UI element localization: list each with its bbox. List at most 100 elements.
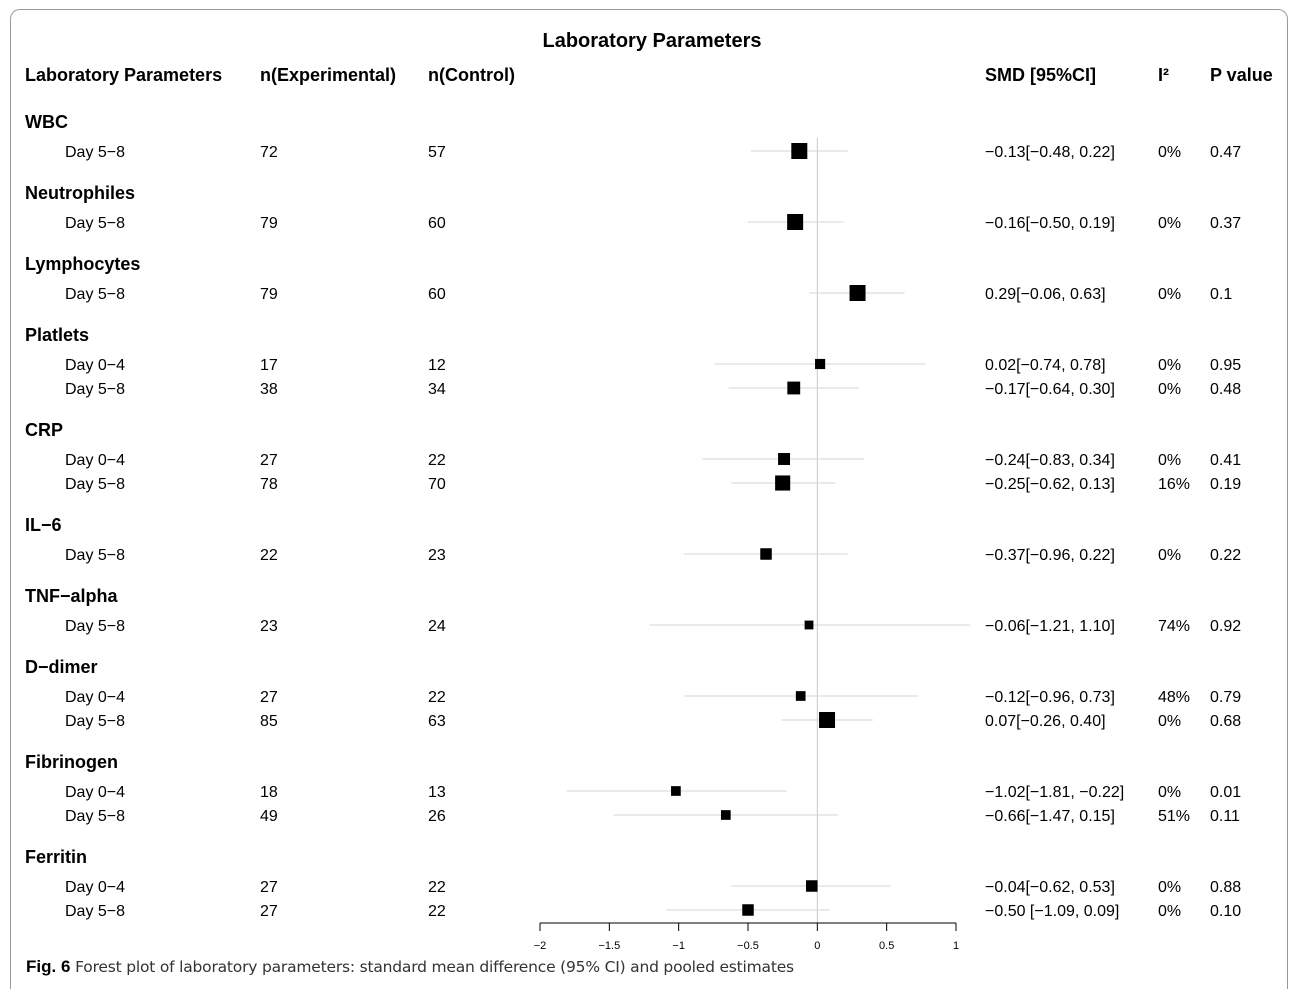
- p-value: 0.19: [1210, 476, 1241, 493]
- row-label: Day 0−4: [65, 689, 125, 706]
- p-value: 0.68: [1210, 713, 1241, 730]
- effect-box: [787, 214, 804, 230]
- row-label: Day 5−8: [65, 286, 125, 303]
- smd-ci-text: −0.12[−0.96, 0.73]: [985, 689, 1115, 706]
- i2-value: 0%: [1158, 784, 1181, 801]
- p-value: 0.47: [1210, 144, 1241, 161]
- n-experimental: 22: [260, 547, 278, 564]
- row-label: Day 5−8: [65, 903, 125, 920]
- group-label: Lymphocytes: [25, 254, 140, 274]
- n-control: 70: [428, 476, 446, 493]
- n-control: 63: [428, 713, 446, 730]
- effect-box: [804, 620, 814, 630]
- chart-title: Laboratory Parameters: [543, 30, 762, 52]
- smd-ci-text: −1.02[−1.81, −0.22]: [985, 784, 1124, 801]
- row-label: Day 5−8: [65, 547, 125, 564]
- row-label: Day 5−8: [65, 476, 125, 493]
- n-control: 57: [428, 144, 446, 161]
- group-label: IL−6: [25, 515, 62, 535]
- smd-ci-text: −0.37[−0.96, 0.22]: [985, 547, 1115, 564]
- group-label: D−dimer: [25, 657, 98, 677]
- n-experimental: 72: [260, 144, 278, 161]
- p-value: 0.10: [1210, 903, 1241, 920]
- n-control: 22: [428, 689, 446, 706]
- smd-ci-text: −0.06[−1.21, 1.10]: [985, 618, 1115, 635]
- effect-box: [815, 358, 826, 370]
- effect-box: [791, 143, 808, 159]
- column-header: Laboratory Parameters: [25, 65, 222, 85]
- smd-ci-text: −0.17[−0.64, 0.30]: [985, 381, 1115, 398]
- row-label: Day 0−4: [65, 879, 125, 896]
- row-label: Day 5−8: [65, 808, 125, 825]
- effect-box: [775, 475, 791, 491]
- x-tick-label: 0: [814, 940, 820, 950]
- n-control: 26: [428, 808, 446, 825]
- column-header: SMD [95%CI]: [985, 65, 1096, 85]
- n-experimental: 49: [260, 808, 278, 825]
- n-control: 23: [428, 547, 446, 564]
- smd-ci-text: 0.02[−0.74, 0.78]: [985, 357, 1106, 374]
- effect-box: [819, 712, 836, 728]
- row-label: Day 0−4: [65, 357, 125, 374]
- caption-text: Forest plot of laboratory parameters: st…: [75, 958, 794, 976]
- row-label: Day 0−4: [65, 452, 125, 469]
- group-label: Fibrinogen: [25, 752, 118, 772]
- n-control: 22: [428, 452, 446, 469]
- x-tick-label: 0.5: [879, 940, 894, 950]
- row-label: Day 0−4: [65, 784, 125, 801]
- i2-value: 0%: [1158, 215, 1181, 232]
- n-experimental: 27: [260, 879, 278, 896]
- n-experimental: 78: [260, 476, 278, 493]
- p-value: 0.1: [1210, 286, 1232, 303]
- figure-frame: [10, 9, 1288, 989]
- group-label: Ferritin: [25, 847, 87, 867]
- row-label: Day 5−8: [65, 713, 125, 730]
- caption-label: Fig. 6: [26, 957, 71, 976]
- effect-box: [760, 548, 772, 560]
- effect-box: [806, 880, 818, 892]
- smd-ci-text: −0.50 [−1.09, 0.09]: [985, 903, 1119, 920]
- row-label: Day 5−8: [65, 618, 125, 635]
- i2-value: 0%: [1158, 381, 1181, 398]
- p-value: 0.11: [1210, 808, 1240, 825]
- p-value: 0.88: [1210, 879, 1241, 896]
- i2-value: 0%: [1158, 144, 1181, 161]
- n-experimental: 79: [260, 286, 278, 303]
- effect-box: [742, 904, 754, 916]
- n-experimental: 27: [260, 689, 278, 706]
- group-label: Neutrophiles: [25, 183, 135, 203]
- p-value: 0.37: [1210, 215, 1241, 232]
- column-header: n(Experimental): [260, 65, 396, 85]
- smd-ci-text: −0.66[−1.47, 0.15]: [985, 808, 1115, 825]
- n-control: 22: [428, 879, 446, 896]
- group-label: Platlets: [25, 325, 89, 345]
- column-header: P value: [1210, 65, 1273, 85]
- effect-box: [787, 381, 801, 395]
- group-label: WBC: [25, 112, 68, 132]
- x-tick-label: −0.5: [737, 940, 759, 950]
- smd-ci-text: −0.16[−0.50, 0.19]: [985, 215, 1115, 232]
- figure-caption: Fig. 6 Forest plot of laboratory paramet…: [26, 957, 794, 977]
- row-label: Day 5−8: [65, 144, 125, 161]
- smd-ci-text: 0.29[−0.06, 0.63]: [985, 286, 1106, 303]
- p-value: 0.95: [1210, 357, 1241, 374]
- column-header: I²: [1158, 65, 1169, 85]
- i2-value: 0%: [1158, 879, 1181, 896]
- i2-value: 48%: [1158, 689, 1190, 706]
- p-value: 0.41: [1210, 452, 1241, 469]
- n-experimental: 85: [260, 713, 278, 730]
- p-value: 0.92: [1210, 618, 1241, 635]
- smd-ci-text: 0.07[−0.26, 0.40]: [985, 713, 1106, 730]
- n-experimental: 79: [260, 215, 278, 232]
- row-label: Day 5−8: [65, 381, 125, 398]
- p-value: 0.48: [1210, 381, 1241, 398]
- group-label: CRP: [25, 420, 63, 440]
- smd-ci-text: −0.04[−0.62, 0.53]: [985, 879, 1115, 896]
- n-experimental: 27: [260, 452, 278, 469]
- p-value: 0.01: [1210, 784, 1241, 801]
- effect-box: [778, 453, 791, 465]
- i2-value: 0%: [1158, 286, 1181, 303]
- i2-value: 0%: [1158, 452, 1181, 469]
- effect-box: [849, 285, 866, 301]
- effect-box: [720, 810, 731, 820]
